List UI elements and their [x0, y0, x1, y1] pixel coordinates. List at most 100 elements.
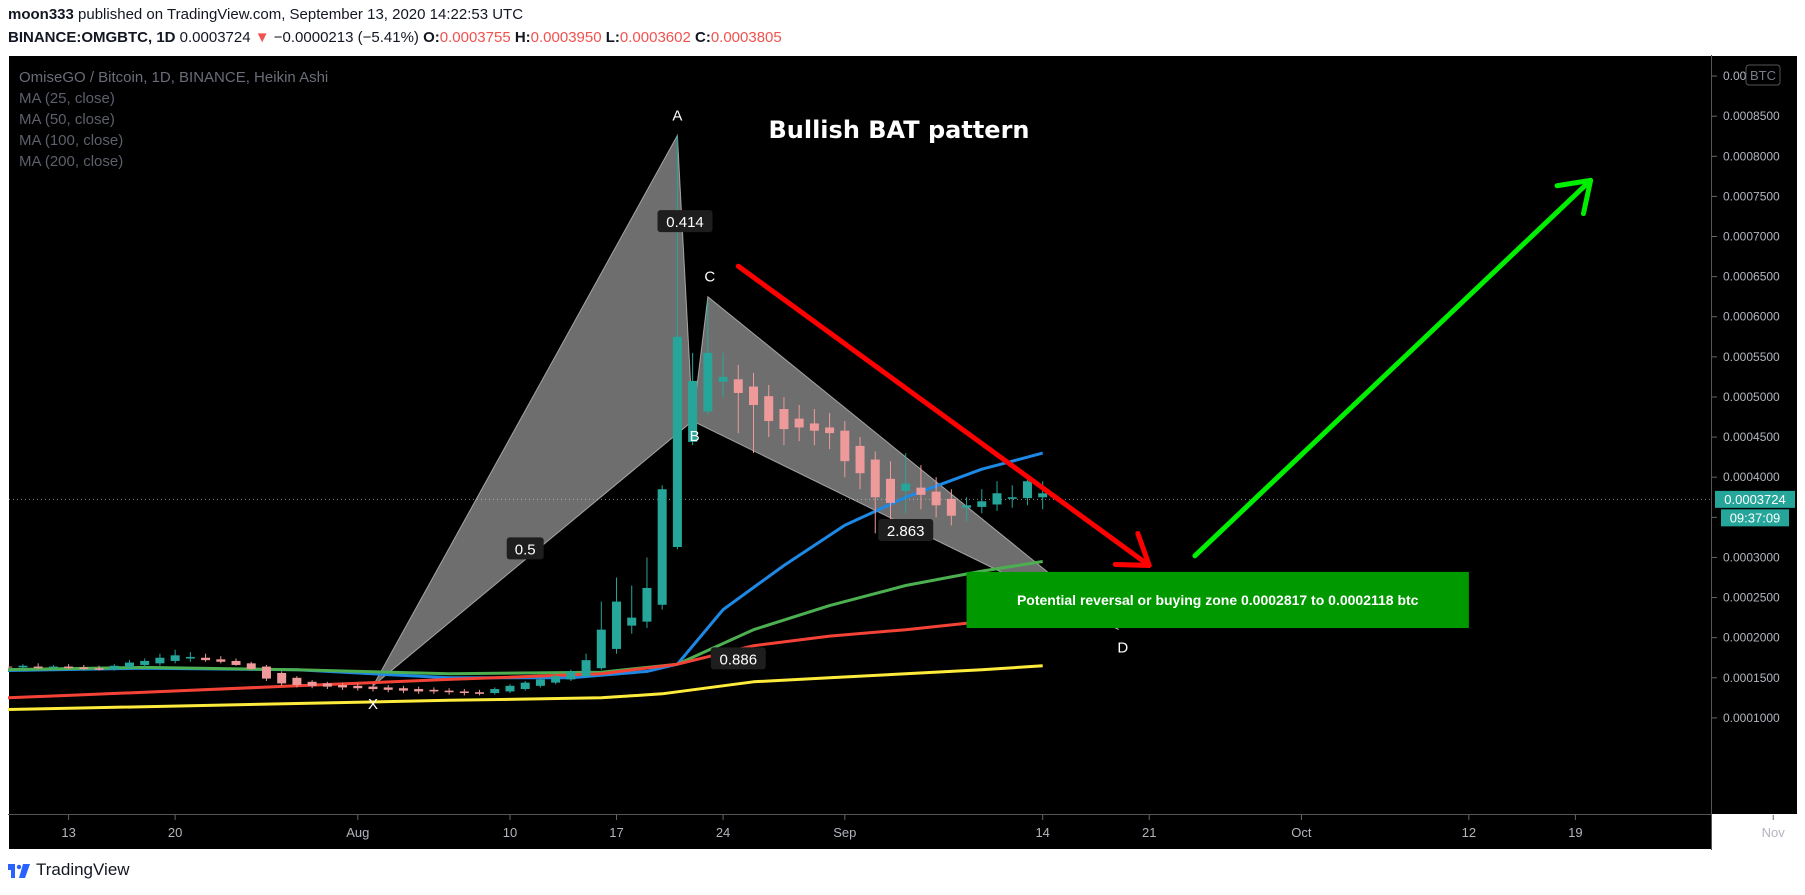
candle-body: [475, 692, 485, 694]
candle-body: [809, 423, 819, 431]
ma-line-4[interactable]: [8, 664, 1043, 712]
candle[interactable]: [566, 669, 576, 681]
candle[interactable]: [490, 687, 500, 695]
candle[interactable]: [794, 405, 804, 442]
candle-body: [383, 687, 393, 690]
candle[interactable]: [8, 663, 13, 669]
candle[interactable]: [946, 489, 956, 526]
candle-body: [931, 491, 941, 506]
candle[interactable]: [277, 671, 287, 686]
candle[interactable]: [596, 601, 606, 670]
candle[interactable]: [642, 557, 652, 629]
candle[interactable]: [444, 688, 454, 695]
candle[interactable]: [703, 300, 713, 415]
candle-body: [444, 690, 454, 693]
candle[interactable]: [261, 664, 271, 681]
candle[interactable]: [109, 664, 119, 671]
candle[interactable]: [520, 681, 530, 691]
candle[interactable]: [124, 660, 134, 669]
candle[interactable]: [1007, 485, 1017, 508]
candle[interactable]: [855, 437, 865, 490]
candle[interactable]: [185, 652, 195, 662]
candle[interactable]: [18, 664, 28, 670]
candle[interactable]: [764, 384, 774, 438]
legend-ma-25[interactable]: MA (25, close): [19, 90, 115, 107]
candle[interactable]: [201, 653, 211, 662]
candle-body: [292, 677, 302, 686]
footer-brand[interactable]: TradingView: [8, 860, 130, 880]
candle-body: [551, 676, 561, 683]
candle[interactable]: [79, 664, 89, 670]
candle[interactable]: [657, 485, 667, 610]
candle[interactable]: [322, 681, 332, 690]
candle[interactable]: [398, 685, 408, 694]
candle[interactable]: [733, 364, 743, 434]
y-tick-label: 0.0001000: [1723, 711, 1780, 725]
candle[interactable]: [931, 477, 941, 518]
candle[interactable]: [475, 689, 485, 696]
legend-ma-100[interactable]: MA (100, close): [19, 132, 123, 149]
candle-body: [688, 380, 698, 442]
candle[interactable]: [977, 489, 987, 514]
candle[interactable]: [353, 683, 363, 691]
candle[interactable]: [840, 421, 850, 478]
x-tick-label: Nov: [1762, 825, 1786, 840]
candle[interactable]: [48, 664, 58, 670]
candle[interactable]: [64, 664, 74, 669]
candle[interactable]: [688, 352, 698, 446]
arrow-up[interactable]: [1192, 177, 1594, 559]
candle[interactable]: [429, 687, 439, 694]
candle[interactable]: [535, 677, 545, 688]
candle[interactable]: [170, 649, 180, 664]
legend-title: OmiseGO / Bitcoin, 1D, BINANCE, Heikin A…: [19, 69, 328, 86]
pattern-point-b: B: [690, 428, 700, 445]
candle[interactable]: [307, 680, 317, 689]
candle[interactable]: [505, 684, 515, 694]
candle[interactable]: [672, 135, 682, 550]
time-axis[interactable]: [9, 815, 1711, 849]
candle[interactable]: [155, 653, 165, 666]
candle[interactable]: [718, 352, 728, 397]
legend-ma-50[interactable]: MA (50, close): [19, 111, 115, 128]
candle[interactable]: [292, 676, 302, 688]
candle[interactable]: [627, 585, 637, 634]
candle[interactable]: [231, 658, 241, 666]
candle[interactable]: [140, 658, 150, 668]
arrow-down[interactable]: [735, 263, 1152, 568]
ma-line-3[interactable]: [8, 612, 1043, 702]
candle[interactable]: [338, 682, 348, 690]
x-tick-label: 24: [716, 825, 730, 840]
buying-zone[interactable]: [966, 571, 1469, 629]
candle[interactable]: [414, 686, 424, 694]
candle[interactable]: [551, 673, 561, 685]
candle[interactable]: [962, 497, 972, 522]
candle[interactable]: [870, 451, 880, 534]
candle[interactable]: [33, 663, 43, 669]
candle[interactable]: [916, 465, 926, 510]
arrow-down-head: [1112, 530, 1152, 568]
candle[interactable]: [992, 481, 1002, 511]
ratio-label: 0.886: [720, 651, 758, 668]
candle[interactable]: [368, 684, 378, 692]
y-tick-label: 0.0007500: [1723, 189, 1780, 203]
candle[interactable]: [581, 653, 591, 678]
candle[interactable]: [779, 396, 789, 446]
candle[interactable]: [246, 661, 256, 670]
candle[interactable]: [94, 665, 104, 671]
candle[interactable]: [749, 372, 758, 454]
currency-badge[interactable]: [1745, 64, 1781, 86]
price-axis[interactable]: [1712, 56, 1797, 814]
price-chart[interactable]: 0.0001000 0.0001500 0.0002000 0.0002500 0.00…: [8, 55, 1798, 850]
candle[interactable]: [901, 453, 911, 514]
candle-body: [429, 689, 439, 692]
candle[interactable]: [1022, 475, 1032, 506]
author-name[interactable]: moon333: [8, 6, 74, 23]
candle[interactable]: [383, 685, 393, 693]
chart-title: Bullish BAT pattern: [768, 116, 1029, 144]
legend-ma-200[interactable]: MA (200, close): [19, 153, 123, 170]
candle[interactable]: [825, 413, 835, 450]
candle[interactable]: [216, 656, 226, 664]
candle[interactable]: [459, 689, 469, 696]
candle[interactable]: [809, 409, 819, 446]
candle[interactable]: [612, 577, 622, 654]
